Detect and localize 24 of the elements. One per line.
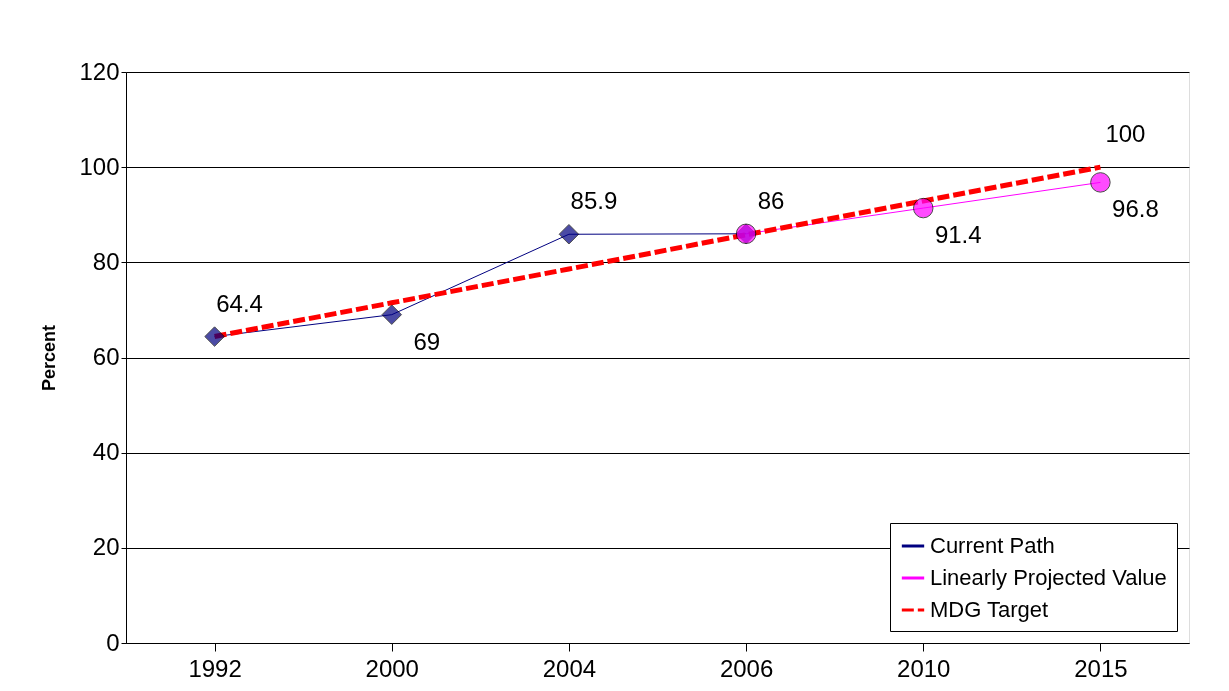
x-tick-label: 2004 [542, 654, 597, 682]
data-label: 96.8 [1112, 195, 1159, 223]
y-tick-label: 0 [106, 628, 120, 656]
y-tick-label: 80 [92, 247, 120, 275]
y-tick-label: 120 [79, 57, 120, 85]
data-label: 91.4 [934, 221, 982, 249]
data-label: 86 [757, 186, 785, 214]
data-label: 69 [413, 327, 441, 355]
x-tick-label: 2015 [1074, 654, 1128, 682]
data-label: 85.9 [570, 187, 618, 215]
legend-label: MDG Target [930, 597, 1049, 622]
legend-label: Current Path [930, 533, 1055, 558]
x-tick-label: 1992 [188, 654, 242, 682]
y-tick-label: 40 [92, 438, 120, 466]
y-tick-label: 20 [92, 533, 120, 561]
data-label: 64.4 [216, 289, 263, 317]
x-tick-label: 2006 [719, 654, 774, 682]
y-axis-title: Percent [39, 324, 60, 392]
y-tick-label: 100 [79, 152, 120, 180]
x-tick-label: 2010 [897, 654, 951, 682]
y-tick-label: 60 [92, 343, 120, 370]
data-label: 100 [1105, 120, 1146, 148]
legend-label: Linearly Projected Value [930, 565, 1167, 590]
x-tick-label: 2000 [365, 654, 419, 682]
